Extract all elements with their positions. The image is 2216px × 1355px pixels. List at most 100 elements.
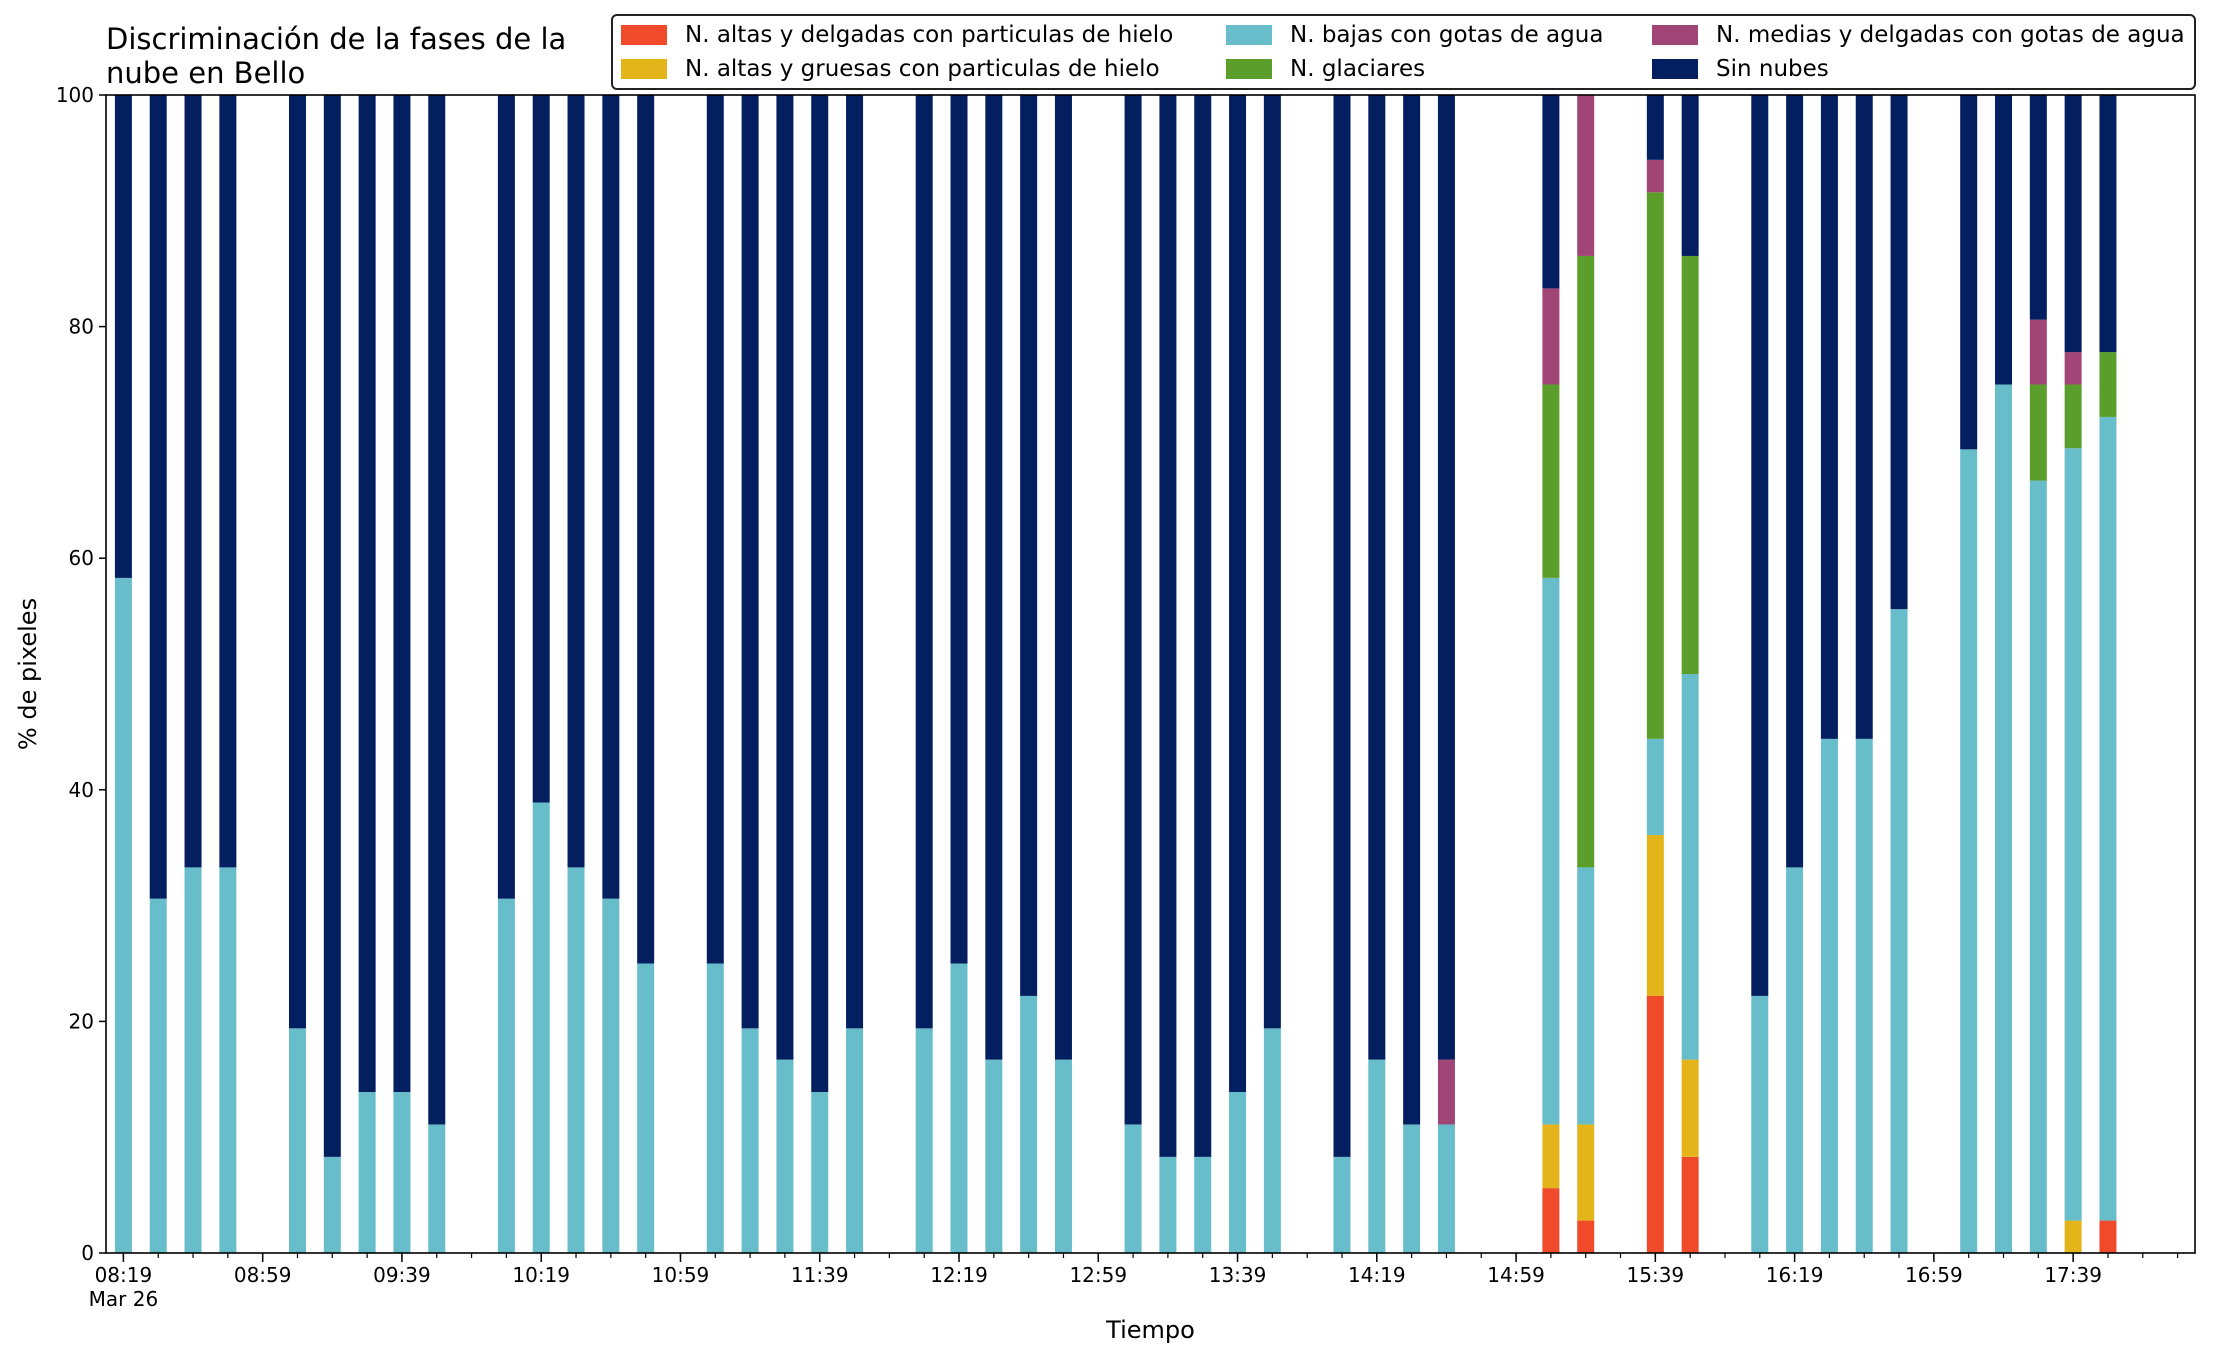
bar-segment [184,95,202,868]
bar-segment [567,867,585,1253]
x-tick-label: 16:19 [1766,1263,1824,1287]
bar-segment [1403,95,1421,1125]
chart-legend: N. altas y delgadas con particulas de hi… [611,14,2196,90]
bar-segment [846,95,864,1029]
bar-segment [2064,448,2082,1221]
y-axis-label: % de pixeles [14,598,42,750]
bar-segment [1542,577,1560,1125]
legend-label: N. altas y gruesas con particulas de hie… [685,56,1160,82]
bar-segment [1020,95,1038,996]
bar-segment [1577,867,1595,1125]
bar-segment [1820,738,1838,1253]
bar-segment [1890,609,1908,1253]
x-tick-label: 16:59 [1905,1263,1963,1287]
bar-segment [1263,1028,1281,1253]
bar-segment [1054,95,1072,1060]
bar-segment [497,898,515,1253]
legend-label: N. altas y delgadas con particulas de hi… [685,22,1174,48]
x-tick-label: 08:19 [95,1263,153,1287]
bar-segment [219,867,237,1253]
bar-segment [497,95,515,899]
bar-segment [2064,95,2082,353]
bar-segment [1437,95,1455,1060]
bar-segment [1960,95,1978,450]
bar-segment [915,1028,933,1253]
x-tick-label: 12:19 [930,1263,988,1287]
bar-segment [776,95,794,1060]
bar-segment [950,95,968,964]
bar-segment [602,95,620,899]
bar-segment [2099,1220,2117,1253]
bar-segment [1159,1156,1177,1253]
bar-segment [985,95,1003,1060]
bar-segment [532,95,550,803]
bar-segment [149,95,167,899]
bar-segment [1646,159,1664,193]
bar-segment [288,95,306,1029]
bar-segment [1577,255,1595,868]
bar-segment [1646,95,1664,160]
legend-label: N. glaciares [1290,56,1426,82]
legend-swatch [621,59,667,79]
plot-frame [105,94,2196,1254]
legend-swatch [1226,59,1272,79]
y-tick-label: 100 [56,83,94,107]
y-tick-label: 40 [69,778,94,802]
y-tick-label: 0 [81,1241,94,1265]
bar-segment [323,1156,341,1253]
legend-swatch [621,25,667,45]
bar-segment [1333,1156,1351,1253]
bar-segment [1263,95,1281,1029]
bar-segment [1681,95,1699,256]
bar-segment [1194,1156,1212,1253]
bar-segment [393,95,411,1093]
bar-segment [1542,95,1560,289]
bar-segment [1577,1124,1595,1221]
bar-segment [915,95,933,1029]
bar-segment [2099,416,2117,1221]
bar-segment [811,1092,829,1253]
bar-segment [2099,352,2117,417]
bar-segment [184,867,202,1253]
legend-item: N. altas y delgadas con particulas de hi… [621,18,1173,52]
x-tick-label: 08:59 [234,1263,292,1287]
bar-segment [950,963,968,1253]
bar-segment [1542,1124,1560,1189]
bar-segment [149,898,167,1253]
bar-segment [1646,738,1664,835]
x-axis-label: Tiempo [1105,1316,1195,1344]
bar-segment [706,95,724,964]
bar-segment [114,577,132,1253]
legend-label: Sin nubes [1716,56,1829,82]
bar-segment [323,95,341,1157]
bar-segment [985,1059,1003,1253]
x-tick-label: 15:39 [1627,1263,1685,1287]
bar-segment [846,1028,864,1253]
bar-segment [1890,95,1908,610]
bar-segment [1577,95,1595,256]
bar-segment [1751,95,1769,996]
legend-swatch [1652,59,1698,79]
y-tick-label: 80 [69,315,94,339]
bar-segment [1159,95,1177,1157]
bar-segment [1229,95,1247,1093]
bar-segment [1786,95,1804,868]
x-tick-label: 14:59 [1487,1263,1545,1287]
x-tick-label: 10:19 [512,1263,570,1287]
bar-segment [1542,1188,1560,1253]
bar-segment [114,95,132,578]
bar-segment [1333,95,1351,1157]
bar-segment [1995,95,2013,385]
legend-item: N. medias y delgadas con gotas de agua [1652,18,2185,52]
bar-segment [288,1028,306,1253]
bar-segment [1054,1059,1072,1253]
bar-segment [1681,674,1699,1060]
legend-swatch [1652,25,1698,45]
bar-segment [741,1028,759,1253]
bar-segment [776,1059,794,1253]
bar-segment [637,95,655,964]
bar-segment [2029,319,2047,385]
bar-segment [706,963,724,1253]
